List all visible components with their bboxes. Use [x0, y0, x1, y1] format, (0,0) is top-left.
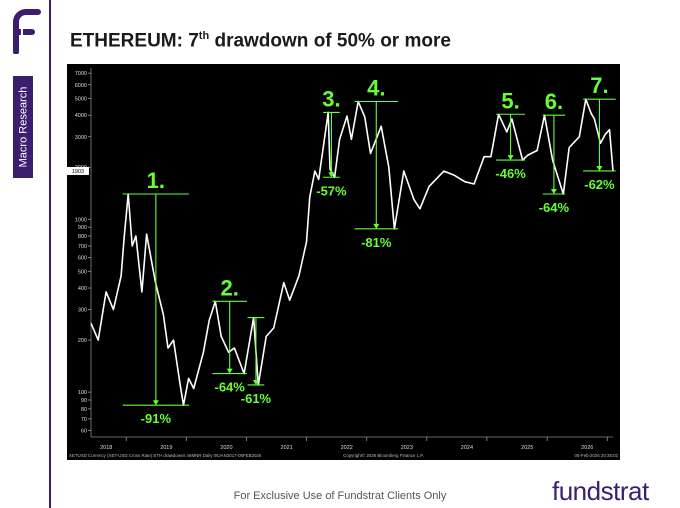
- x-tick-label: 2020: [220, 445, 232, 451]
- drawdown-number-label: 3.: [322, 86, 340, 111]
- x-tick-label: 2021: [281, 445, 293, 451]
- drawdown-number-label: 1.: [147, 168, 165, 193]
- y-tick-label: 200: [78, 338, 87, 344]
- y-tick-label: 60: [81, 428, 87, 434]
- x-tick-label: 2024: [461, 445, 473, 451]
- y-tick-label: 1000: [75, 217, 87, 223]
- drawdown-pct-label: -62%: [584, 177, 615, 192]
- y-tick-label: 7000: [75, 71, 87, 77]
- divider-line: [49, 0, 51, 508]
- chart-footer-source: XETUSD Currency (XET-USD Cross Rate) ETH…: [69, 453, 262, 458]
- eth-price-line: [90, 98, 614, 407]
- drawdown-pct-label: -81%: [361, 235, 392, 250]
- drawdown-pct-label: -64%: [215, 380, 246, 395]
- y-tick-label: 900: [78, 225, 87, 231]
- x-tick-label: 2019: [160, 445, 172, 451]
- y-tick-label: 4000: [75, 113, 87, 119]
- y-tick-label: 800: [78, 234, 87, 240]
- drawdown-pct-label: -64%: [539, 200, 570, 215]
- brand-wordmark: fundstrat: [552, 476, 649, 506]
- drawdown-arrow-head: [328, 172, 335, 178]
- drawdown-pct-label: -61%: [241, 391, 272, 406]
- chart-panel: 60 70 80 90 100 200 300 400 500 600 700 800 900 1000 2…: [67, 64, 620, 460]
- drawdown-number-label: 6.: [545, 89, 563, 114]
- y-tick-label: 400: [78, 286, 87, 292]
- last-price-marker: [67, 166, 89, 175]
- chart-footer-copyright: Copyright© 2026 Bloomberg Finance L.P.: [343, 453, 424, 458]
- x-tick-label: 2026: [581, 445, 593, 451]
- y-tick-label: 70: [81, 417, 87, 423]
- x-tick-label: 2025: [521, 445, 533, 451]
- x-tick-label: 2023: [401, 445, 413, 451]
- drawdown-pct-label: -57%: [316, 183, 347, 198]
- drawdown-arrow-head: [373, 223, 380, 229]
- drawdown-arrow-head: [550, 189, 557, 195]
- drawdown-number-label: 4.: [367, 76, 385, 101]
- y-tick-label: 5000: [75, 96, 87, 102]
- drawdown-number-label: 5.: [501, 88, 519, 113]
- y-tick-label: 90: [81, 398, 87, 404]
- y-tick-label: 3000: [75, 135, 87, 141]
- eth-drawdown-chart: 60 70 80 90 100 200 300 400 500 600 700 800 900 1000 2…: [67, 68, 619, 458]
- drawdown-arrow-head: [152, 400, 159, 406]
- drawdown-number-label: 2.: [221, 275, 239, 300]
- y-tick-label: 700: [78, 244, 87, 250]
- drawdown-pct-label: -91%: [141, 411, 172, 426]
- fundstrat-logo-icon: [13, 9, 41, 54]
- page-title: ETHEREUM: 7th drawdown of 50% or more: [70, 30, 451, 52]
- drawdown-number-label: 7.: [590, 73, 608, 98]
- y-tick-label: 600: [78, 256, 87, 262]
- chart-footer-timestamp: 05-Feb-2026 20:35:02: [575, 453, 619, 458]
- last-price-label: 1903: [72, 169, 84, 175]
- footer-note: For Exclusive Use of Fundstrat Clients O…: [233, 490, 447, 502]
- y-tick-label: 100: [78, 390, 87, 396]
- drawdown-arrow-head: [507, 155, 514, 161]
- y-tick-label: 500: [78, 269, 87, 275]
- y-tick-label: 6000: [75, 83, 87, 89]
- drawdown-pct-label: -46%: [495, 166, 526, 181]
- sidebar-tab: Macro Research: [13, 76, 33, 178]
- drawdown-arrow-head: [226, 368, 233, 374]
- x-tick-label: 2022: [341, 445, 353, 451]
- sidebar-tab-label: Macro Research: [17, 86, 30, 168]
- drawdown-arrow-head: [596, 165, 603, 171]
- y-tick-label: 300: [78, 308, 87, 314]
- y-tick-label: 80: [81, 407, 87, 413]
- drawdown-arrow-head: [252, 379, 259, 385]
- x-tick-label: 2018: [100, 445, 112, 451]
